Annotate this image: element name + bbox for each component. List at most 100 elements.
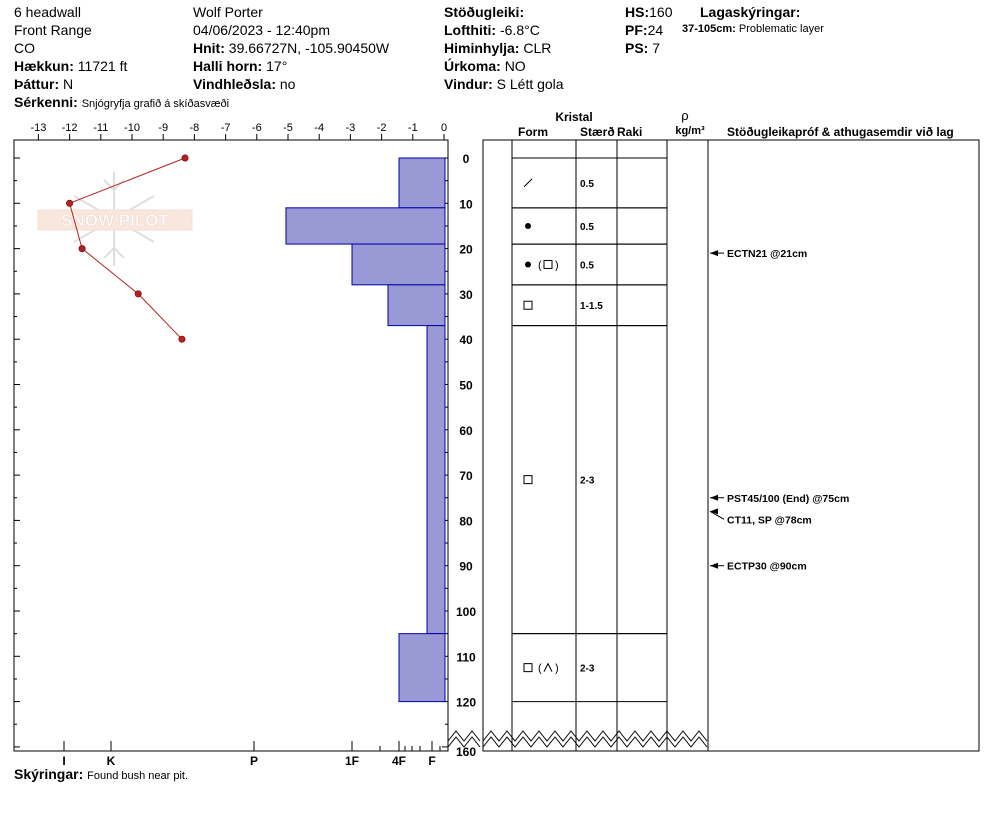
test-arrow-head — [710, 508, 718, 515]
temp-tick-label: -9 — [158, 122, 168, 134]
test-arrow-head — [710, 250, 718, 257]
hs-value: 160 — [649, 4, 673, 20]
temp-tick-label: -6 — [252, 122, 262, 134]
pf-value: 24 — [647, 22, 664, 38]
test-label: ECTP30 @90cm — [727, 561, 807, 573]
features-label: Sérkenni: — [14, 94, 78, 110]
coords-value: 39.66727N, -105.90450W — [228, 40, 390, 56]
hardness-bar — [398, 633, 446, 703]
depth-label: 160 — [456, 745, 476, 759]
comments-value: Found bush near pit. — [87, 770, 189, 782]
sky-value: CLR — [523, 40, 552, 56]
hardness-bar — [285, 207, 446, 245]
elevation: Hækkun: 11721 ft — [14, 58, 127, 74]
legend-range: 37-105cm: — [682, 23, 736, 35]
form-secondary-paren: ) — [555, 663, 559, 675]
wind-loading-label: Vindhleðsla: — [193, 76, 276, 92]
form-symbol-faceted — [523, 663, 533, 673]
features-value: Snjógryfja grafið á skíðasvæði — [81, 98, 230, 110]
ps-value: 7 — [652, 40, 661, 56]
zigzag-break — [447, 736, 481, 748]
test-label: PST45/100 (End) @75cm — [727, 493, 849, 505]
wind-value: S Létt gola — [496, 76, 564, 92]
region: Front Range — [14, 22, 92, 38]
temp-tick-label: -7 — [221, 122, 231, 134]
tests-header: Stöðugleikapróf & athugasemdir við lag — [727, 125, 954, 139]
wind-label: Vindur: — [444, 76, 493, 92]
temperature-point — [134, 290, 142, 298]
depth-label: 40 — [459, 333, 473, 347]
snowpilot-watermark: SNOW PILOT — [37, 172, 193, 266]
precip-value: NO — [504, 58, 526, 74]
temperature-line — [68, 157, 186, 340]
layer-size: 0.5 — [580, 260, 594, 271]
aspect: Þáttur: N — [14, 76, 73, 92]
form-symbol-depth-hoar-secondary — [543, 662, 553, 672]
form-secondary-paren: ( — [538, 663, 542, 675]
location: 6 headwall — [14, 4, 81, 20]
depth-label: 110 — [456, 650, 476, 664]
stability-label: Stöðugleiki: — [444, 4, 525, 20]
pf-label: PF: — [625, 22, 648, 38]
layer-table: 0 10 20 30 40 50 60 70 80 90 100 110 120 160 Kristal Fo… — [447, 108, 980, 759]
temp-tick-label: -12 — [62, 122, 78, 134]
form-symbol-rounded — [525, 222, 531, 229]
test-arrow-line — [709, 510, 725, 520]
temp-tick-label: -5 — [283, 122, 293, 134]
hardness-tick-label: 4F — [392, 754, 406, 768]
wind-loading-value: no — [279, 76, 296, 92]
aspect-label: Þáttur: — [14, 76, 60, 92]
layer-size: 0.5 — [580, 179, 594, 190]
depth-label: 70 — [459, 469, 473, 483]
comments: Skýringar: Found bush near pit. — [14, 766, 188, 782]
temperature-point — [78, 245, 86, 253]
hardness-bar — [398, 157, 446, 209]
form-symbol-faceted — [523, 475, 533, 485]
depth-label: 90 — [459, 560, 473, 574]
temp-tick-label: -1 — [408, 122, 418, 134]
density-header: kg/m³ — [675, 125, 705, 137]
zigzag-break — [447, 730, 481, 742]
legend-entry: 37-105cm: Problematic layer — [682, 23, 824, 35]
temperature-point — [181, 154, 189, 162]
depth-label: 20 — [459, 243, 473, 257]
comments-label: Skýringar: — [14, 766, 84, 782]
test-label: CT11, SP @78cm — [727, 514, 812, 526]
legend-title: Lagaskýringar: — [700, 4, 800, 20]
form-symbol-faceted-secondary — [543, 259, 553, 269]
depth-label: 0 — [463, 152, 470, 166]
pf: PF:24 — [625, 22, 663, 38]
wind-loading: Vindhleðsla: no — [193, 76, 295, 92]
slope-label: Halli horn: — [193, 58, 263, 74]
hardness-tick-label: F — [428, 754, 435, 768]
left-frame — [13, 139, 449, 752]
precip: Úrkoma: NO — [444, 58, 526, 74]
coords-label: Hnit: — [193, 40, 225, 56]
moisture-header: Raki — [617, 125, 642, 139]
sky-label: Himinhylja: — [444, 40, 520, 56]
temp-tick-label: -3 — [346, 122, 356, 134]
rho-header: ρ — [681, 108, 688, 123]
air-temp-value: -6.8°C — [499, 22, 540, 38]
wind: Vindur: S Létt gola — [444, 76, 564, 92]
legend-label: Lagaskýringar: — [700, 4, 801, 20]
form-secondary-paren: ( — [538, 259, 542, 271]
aspect-value: N — [63, 76, 74, 92]
temp-tick-label: -4 — [314, 122, 324, 134]
test-label: ECTN21 @21cm — [727, 248, 807, 260]
depth-label: 60 — [459, 424, 473, 438]
form-header: Form — [518, 125, 548, 139]
coords: Hnit: 39.66727N, -105.90450W — [193, 40, 389, 56]
air-temp-label: Lofthiti: — [444, 22, 497, 38]
legend-text: Problematic layer — [738, 23, 824, 35]
datetime: 04/06/2023 - 12:40pm — [193, 22, 330, 38]
depth-label: 30 — [459, 288, 473, 302]
temp-tick-label: -11 — [93, 122, 108, 134]
crystal-header: Kristal — [555, 110, 592, 124]
observer: Wolf Porter — [193, 4, 263, 20]
hardness-temp-plot: -13 -12 -11 -10 -9 -8 -7 -6 -5 -4 -3 -2 -1 0I K P 1F 4F F — [13, 122, 449, 768]
precip-label: Úrkoma: — [444, 58, 501, 74]
size-header: Stærð — [580, 125, 615, 139]
temp-tick-label: -13 — [30, 122, 46, 134]
